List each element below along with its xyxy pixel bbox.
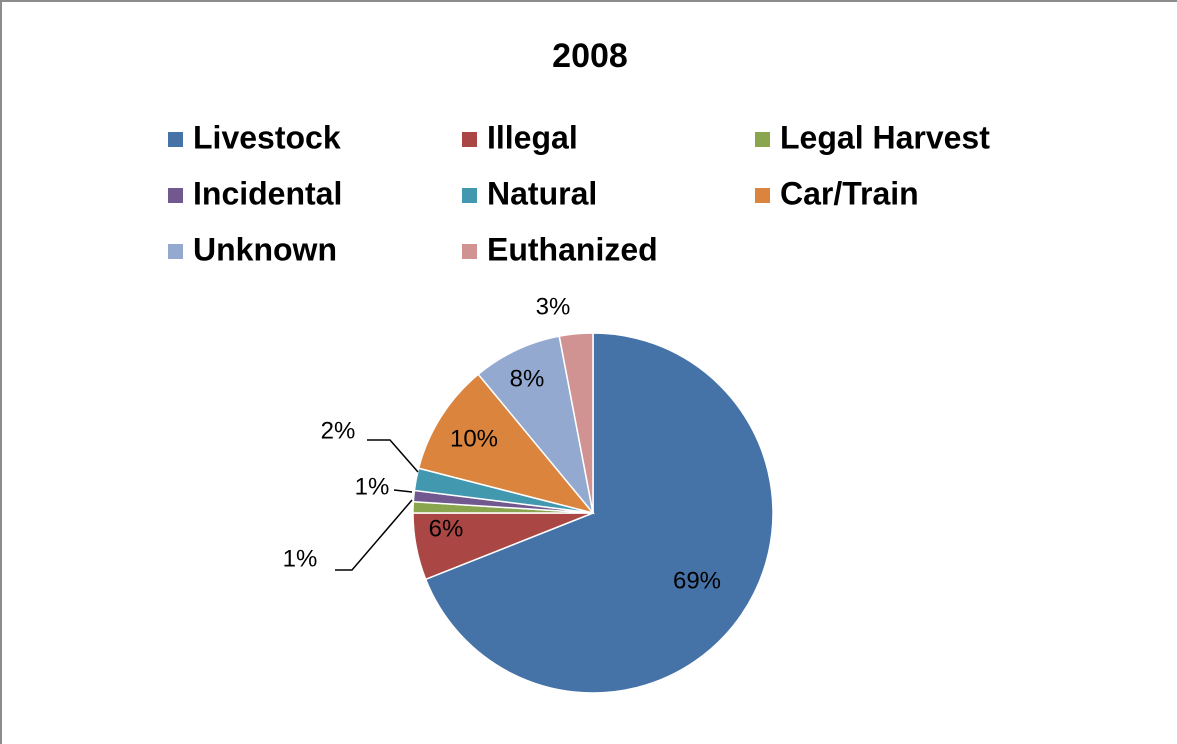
pie-slice	[558, 332, 594, 514]
data-label: 8%	[510, 365, 545, 392]
data-label: 69%	[673, 567, 721, 594]
legend-label: Car/Train	[780, 175, 919, 211]
chart-title: 2008	[552, 37, 628, 75]
data-label: 3%	[536, 293, 571, 320]
legend-label: Natural	[487, 175, 597, 211]
legend-swatch	[462, 188, 477, 203]
legend-swatch	[755, 132, 770, 147]
legend-swatch	[755, 188, 770, 203]
legend-swatch	[462, 244, 477, 259]
legend-swatch	[168, 188, 183, 203]
leader-line	[393, 489, 413, 493]
data-label: 10%	[450, 425, 498, 452]
leader-line	[367, 439, 419, 473]
legend-label: Legal Harvest	[780, 119, 990, 155]
data-label: 6%	[429, 515, 464, 542]
pie-slice	[417, 373, 596, 515]
legend-swatch	[462, 132, 477, 147]
legend-label: Illegal	[487, 119, 578, 155]
data-label: 1%	[355, 473, 390, 500]
legend-swatch	[168, 244, 183, 259]
pie-slice	[477, 335, 594, 514]
legend-swatch	[168, 132, 183, 147]
data-label: 1%	[283, 545, 318, 572]
legend-label: Euthanized	[487, 231, 658, 267]
legend-label: Unknown	[193, 231, 337, 267]
pie-slice	[424, 332, 774, 694]
legend-label: Livestock	[193, 119, 341, 155]
data-label: 2%	[321, 417, 356, 444]
legend-label: Incidental	[193, 175, 342, 211]
leader-line	[335, 499, 413, 571]
